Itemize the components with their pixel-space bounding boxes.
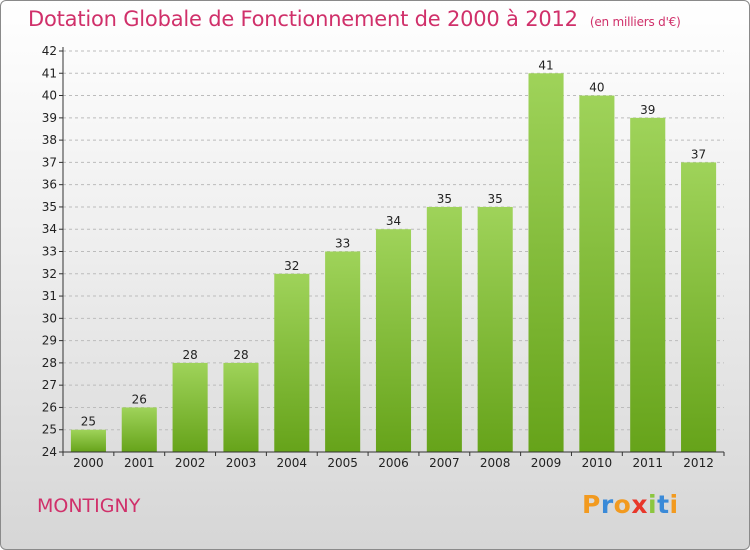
x-tick-label: 2011 (632, 456, 663, 470)
y-tick-label: 41 (42, 66, 57, 80)
logo-letter: i (669, 490, 679, 519)
logo-letter: i (648, 490, 658, 519)
bar (681, 162, 717, 452)
bar (477, 206, 513, 452)
y-tick-label: 39 (42, 111, 57, 125)
bar-value-label: 41 (538, 58, 553, 72)
y-tick-label: 30 (42, 311, 57, 325)
y-tick-label: 34 (42, 222, 57, 236)
bar (375, 229, 412, 452)
bar-value-label: 28 (182, 348, 197, 362)
logo-letter: t (657, 490, 670, 519)
bar (528, 73, 564, 453)
bar (70, 429, 106, 452)
y-tick-label: 26 (42, 400, 57, 414)
y-tick-label: 38 (42, 133, 57, 147)
bar (426, 206, 462, 452)
logo-letter: r (600, 490, 614, 519)
bar (274, 273, 310, 452)
bar (325, 251, 361, 452)
x-tick-label: 2000 (73, 456, 104, 470)
bar-value-label: 26 (132, 392, 147, 406)
bar-value-label: 40 (589, 81, 604, 95)
x-tick-label: 2002 (175, 456, 206, 470)
y-tick-label: 31 (42, 289, 57, 303)
logo-letter: P (582, 490, 601, 519)
y-tick-label: 32 (42, 267, 57, 281)
y-tick-label: 28 (42, 356, 57, 370)
y-tick-label: 24 (42, 445, 57, 459)
bar (223, 362, 259, 452)
y-tick-label: 35 (42, 200, 57, 214)
x-tick-label: 2008 (480, 456, 511, 470)
x-tick-label: 2001 (124, 456, 155, 470)
y-tick-label: 37 (42, 155, 57, 169)
bar-value-label: 25 (81, 415, 96, 429)
y-tick-label: 36 (42, 178, 57, 192)
x-tick-label: 2004 (277, 456, 308, 470)
chart-title: Dotation Globale de Fonctionnement de 20… (28, 7, 681, 31)
bar-value-label: 33 (335, 237, 350, 251)
bar (172, 362, 208, 452)
bar-value-label: 39 (640, 103, 655, 117)
logo-letter: x (631, 490, 648, 519)
bar (630, 117, 666, 452)
bar (121, 407, 157, 452)
x-tick-label: 2005 (327, 456, 358, 470)
y-tick-label: 27 (42, 378, 57, 392)
x-tick-label: 2003 (226, 456, 257, 470)
y-tick-label: 40 (42, 89, 57, 103)
y-tick-label: 42 (42, 44, 57, 58)
y-tick-label: 25 (42, 423, 57, 437)
chart-unit: (en milliers d'€) (589, 15, 681, 29)
bar (579, 95, 615, 453)
bar-value-label: 32 (284, 259, 299, 273)
commune-name: MONTIGNY (37, 495, 141, 517)
y-tick-label: 29 (42, 334, 57, 348)
x-tick-label: 2006 (378, 456, 409, 470)
bar-value-label: 37 (691, 147, 706, 161)
bar-value-label: 28 (233, 348, 248, 362)
bar-value-label: 35 (437, 192, 452, 206)
x-tick-label: 2009 (531, 456, 562, 470)
logo-letter: o (613, 490, 632, 519)
bar-value-label: 35 (488, 192, 503, 206)
chart-title-text: Dotation Globale de Fonctionnement de 20… (28, 7, 578, 31)
bar-value-label: 34 (386, 214, 401, 228)
proxiti-logo: Proxiti (582, 490, 679, 519)
x-tick-label: 2010 (582, 456, 613, 470)
x-tick-label: 2007 (429, 456, 460, 470)
x-tick-label: 2012 (683, 456, 714, 470)
y-tick-label: 33 (42, 245, 57, 259)
